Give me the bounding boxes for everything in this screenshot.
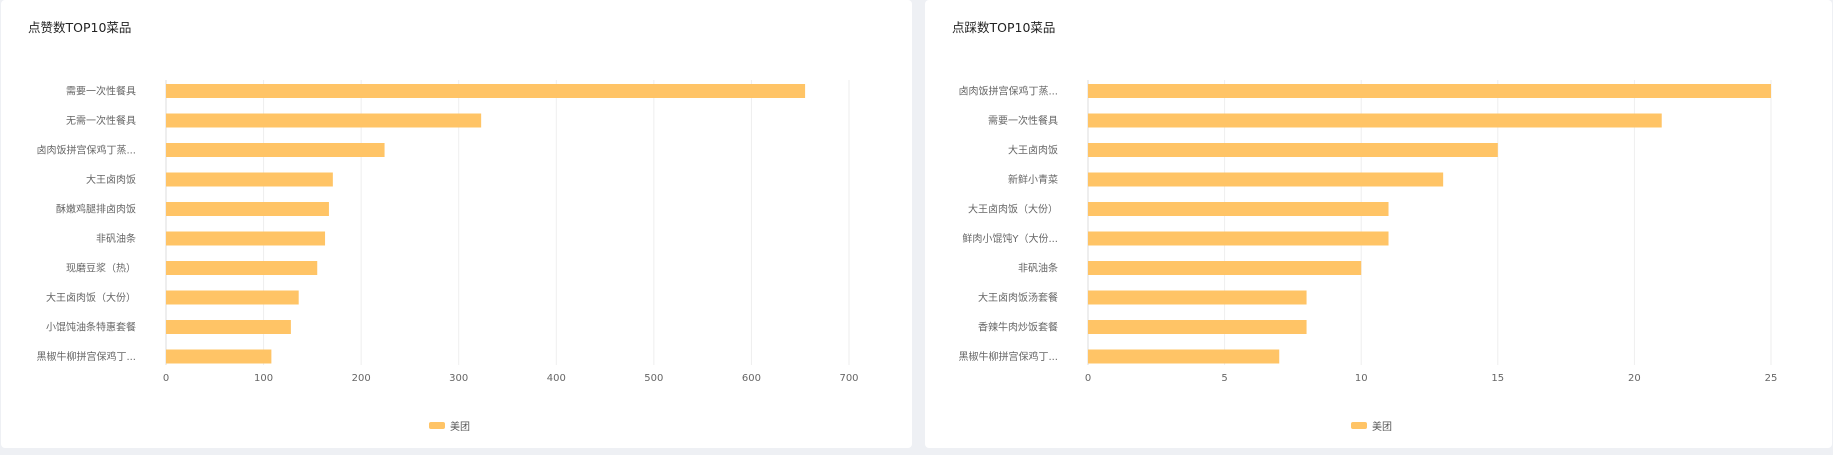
chart-legend[interactable]: 美团 <box>1351 418 1392 433</box>
y-category-label: 大王卤肉饭汤套餐 <box>978 291 1058 304</box>
x-tick-label: 10 <box>1355 373 1368 384</box>
x-tick-label: 15 <box>1491 373 1504 384</box>
bar <box>166 143 385 157</box>
bar <box>166 172 333 187</box>
x-tick-label: 100 <box>254 373 273 384</box>
bar <box>166 290 299 305</box>
y-category-label: 小馄饨油条特惠套餐 <box>46 321 136 334</box>
x-tick-label: 20 <box>1628 373 1641 384</box>
bar <box>166 113 482 128</box>
x-tick-label: 0 <box>1085 373 1091 384</box>
y-category-label: 无需一次性餐具 <box>66 114 136 127</box>
bar <box>1088 113 1662 128</box>
bar <box>166 202 329 216</box>
bar <box>1088 202 1389 216</box>
x-tick-label: 300 <box>449 373 468 384</box>
bar <box>1088 261 1362 275</box>
y-category-label: 酥嫩鸡腿排卤肉饭 <box>56 203 136 216</box>
y-category-label: 大王卤肉饭（大份） <box>968 203 1058 216</box>
x-tick-label: 700 <box>839 373 858 384</box>
bar <box>166 261 318 275</box>
y-category-label: 大王卤肉饭 <box>1008 144 1058 157</box>
x-tick-label: 500 <box>644 373 663 384</box>
bar <box>1088 143 1498 157</box>
dislikes-bar-chart: 0 5 10 15 20 25 卤肉饭拼宫保鸡丁蒸... 需要一次性餐具大王卤肉饭新鲜小青菜大… <box>958 80 1778 384</box>
x-tick-label: 400 <box>547 373 566 384</box>
legend-label: 美团 <box>450 422 470 433</box>
legend-swatch <box>429 422 445 429</box>
y-category-label: 现磨豆浆（热） <box>66 262 136 275</box>
y-category-label: 大王卤肉饭（大份） <box>46 291 136 304</box>
bar <box>1088 320 1307 334</box>
x-tick-label: 5 <box>1221 373 1227 384</box>
bar <box>1088 231 1389 246</box>
chart-title: 点踩数TOP10菜品 <box>952 20 1056 35</box>
y-category-label: 需要一次性餐具 <box>66 85 136 98</box>
y-category-label: 鲜肉小馄饨Y（大份... <box>962 232 1058 245</box>
x-tick-label: 0 <box>163 373 169 384</box>
y-category-label: 非矾油条 <box>1018 262 1058 275</box>
chart-legend[interactable]: 美团 <box>429 418 470 433</box>
y-category-label: 卤肉饭拼宫保鸡丁蒸... <box>958 85 1058 98</box>
y-category-label: 卤肉饭拼宫保鸡丁蒸... <box>36 144 136 157</box>
y-category-label: 非矾油条 <box>96 232 136 245</box>
bar <box>1088 84 1771 98</box>
y-category-label: 香辣牛肉炒饭套餐 <box>978 321 1058 334</box>
bar <box>1088 172 1444 187</box>
x-tick-label: 25 <box>1765 373 1778 384</box>
chart-title: 点赞数TOP10菜品 <box>28 20 132 35</box>
y-category-label: 黑椒牛柳拼宫保鸡丁... <box>36 350 136 363</box>
likes-bar-chart: 0 100 200 300 400 500 600 700 需要一次性餐具无需一次性餐具卤肉饭拼… <box>36 80 859 384</box>
y-category-label: 黑椒牛柳拼宫保鸡丁... <box>958 350 1058 363</box>
bar <box>166 349 272 364</box>
dislikes-chart-card: 点踩数TOP10菜品 0 5 10 15 20 25 卤肉饭拼宫保鸡丁蒸... 需要一次性餐具… <box>925 0 1832 448</box>
likes-chart-card: 点赞数TOP10菜品 0 100 200 300 400 500 600 700 需要一次性餐具… <box>1 0 912 448</box>
y-category-label: 新鲜小青菜 <box>1008 173 1058 186</box>
x-tick-label: 600 <box>742 373 761 384</box>
bar <box>166 231 326 246</box>
bar <box>166 84 806 98</box>
legend-swatch <box>1351 422 1367 429</box>
x-tick-label: 200 <box>352 373 371 384</box>
bar <box>166 320 291 334</box>
bar <box>1088 349 1280 364</box>
legend-label: 美团 <box>1372 422 1392 433</box>
bar <box>1088 290 1307 305</box>
y-category-label: 需要一次性餐具 <box>988 114 1058 127</box>
y-category-label: 大王卤肉饭 <box>86 173 136 186</box>
